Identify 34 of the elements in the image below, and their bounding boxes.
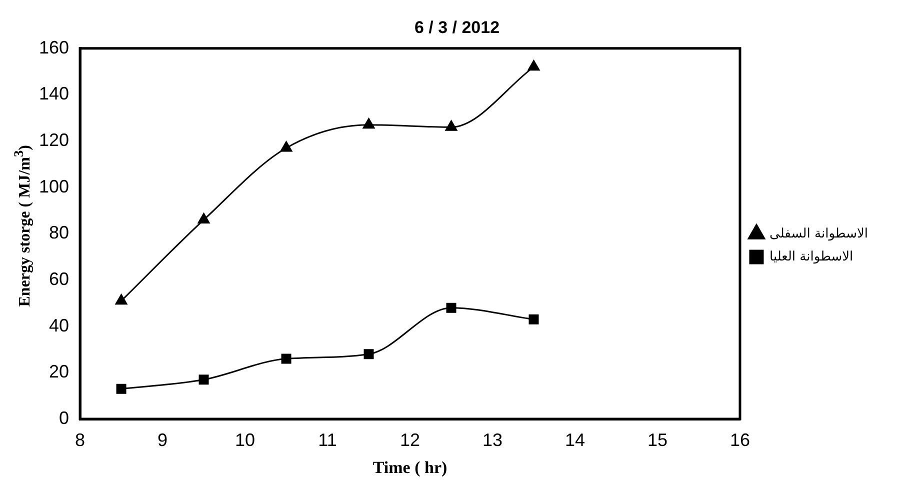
point: [364, 349, 374, 360]
y-tick-label: 120: [39, 130, 70, 150]
y-tick-label: 160: [39, 37, 70, 58]
y-tick-label: 20: [49, 362, 70, 382]
y-tick-label: 140: [39, 84, 70, 104]
y-tick-label: 40: [49, 315, 70, 336]
y-tick-label: 80: [49, 222, 70, 243]
point: [116, 294, 128, 305]
chart-title: 6 / 3 / 2012: [414, 18, 500, 37]
point: [446, 302, 457, 313]
x-tick-label: 15: [648, 430, 668, 450]
x-tick-label: 16: [730, 430, 750, 450]
point: [198, 213, 210, 224]
point: [116, 384, 127, 394]
point: [280, 141, 293, 152]
x-tick-label: 13: [482, 430, 503, 450]
x-tick-label: 10: [235, 430, 256, 450]
legend-label: الاسطوانة السفلى: [770, 226, 868, 242]
point: [199, 374, 210, 385]
x-tick-label: 8: [75, 430, 86, 450]
point: [528, 60, 540, 71]
x-tick-label: 11: [318, 430, 338, 450]
point: [446, 120, 458, 131]
point: [282, 354, 292, 364]
x-tick-label: 12: [400, 430, 420, 450]
point: [529, 314, 540, 324]
x-axis-title: Time ( hr): [373, 458, 448, 478]
legend-label: الاسطوانة العليا: [770, 249, 854, 264]
y-tick-label: 60: [49, 268, 70, 289]
x-tick-label: 14: [565, 430, 586, 450]
x-tick-label: 9: [158, 430, 168, 450]
y-tick-label: 0: [59, 408, 70, 428]
y-tick-label: 100: [39, 176, 70, 196]
point: [363, 118, 376, 129]
